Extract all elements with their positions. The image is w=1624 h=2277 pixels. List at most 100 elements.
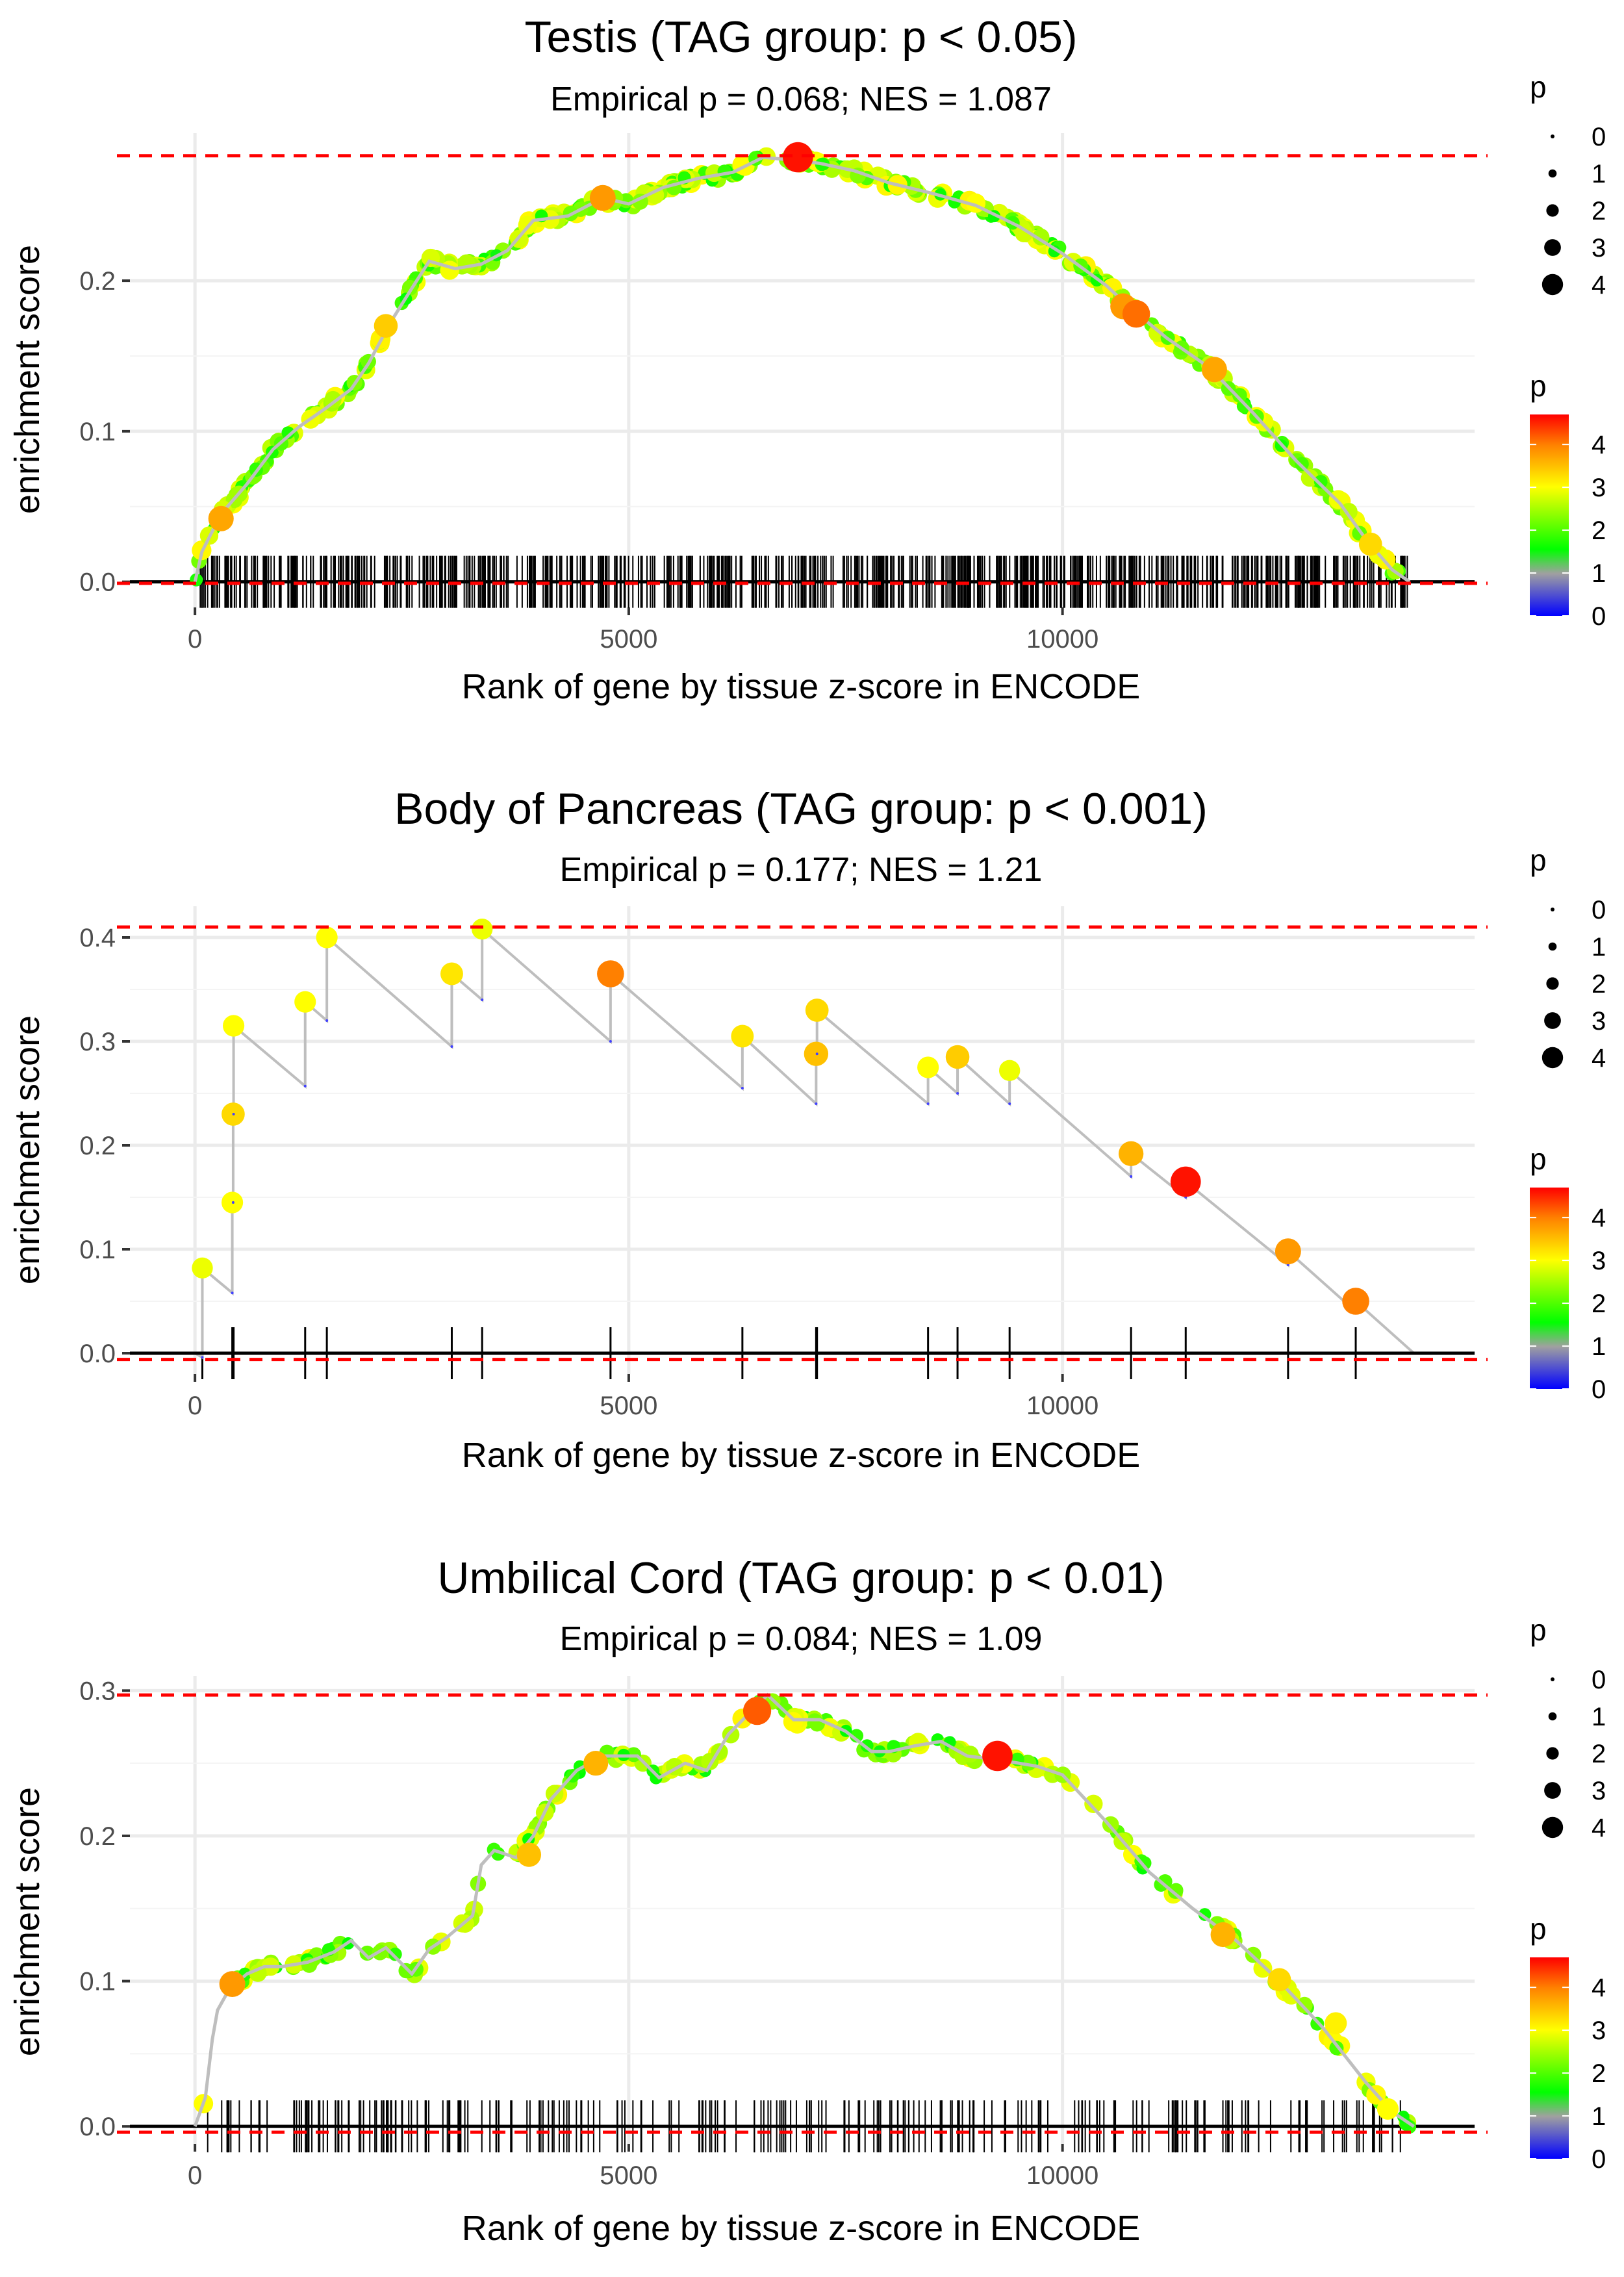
- size-legend-key: [1546, 1747, 1559, 1760]
- size-legend-key: [1548, 169, 1557, 178]
- enrichment-curve: [194, 926, 1415, 1360]
- y-tick-label: 0.4: [79, 924, 116, 952]
- panel-subtitle: Empirical p = 0.068; NES = 1.087: [550, 81, 1052, 118]
- legend-group: p 0 1 2 3 4 p 4 3 2 1 0: [1530, 70, 1606, 631]
- gene-point-small: [481, 999, 484, 1001]
- colorbar-label: 2: [1592, 516, 1606, 545]
- gene-point-highlight: [1267, 1968, 1291, 1992]
- gene-point: [909, 1733, 928, 1751]
- colorbar-label: 3: [1592, 2016, 1606, 2045]
- colorbar: [1530, 414, 1569, 616]
- x-tick-label: 10000: [1026, 2161, 1098, 2190]
- size-legend-label: 2: [1592, 1740, 1606, 1768]
- gene-point-highlight: [374, 314, 398, 338]
- x-tick-label: 10000: [1026, 1392, 1098, 1420]
- y-tick-label: 0.2: [79, 1132, 116, 1160]
- x-axis-label: Rank of gene by tissue z-score in ENCODE: [462, 667, 1140, 706]
- size-legend-label: 0: [1592, 123, 1606, 151]
- colorbar-label: 0: [1592, 1375, 1606, 1404]
- gene-point: [1137, 1856, 1152, 1870]
- size-legend-key: [1546, 204, 1559, 217]
- gene-point: [281, 426, 295, 440]
- y-axis-label: enrichment score: [8, 1787, 47, 2056]
- gene-point: [945, 1045, 970, 1069]
- y-tick-label: 0.2: [79, 1822, 116, 1851]
- colorbar-label: 3: [1592, 1247, 1606, 1275]
- gene-point-highlight: [1358, 532, 1382, 556]
- gene-point-highlight: [982, 1740, 1013, 1772]
- x-tick-label: 10000: [1026, 625, 1098, 654]
- gene-point: [472, 919, 493, 940]
- y-axis-label: enrichment score: [8, 1015, 47, 1284]
- colorbar-label: 0: [1592, 602, 1606, 631]
- gene-point-highlight: [1377, 2098, 1399, 2120]
- gene-point: [192, 1257, 213, 1278]
- size-legend-label: 4: [1592, 1814, 1606, 1842]
- gene-point: [1313, 475, 1328, 489]
- colorbar-label: 2: [1592, 1290, 1606, 1318]
- size-legend-label: 1: [1592, 1703, 1606, 1731]
- size-legend-label: 4: [1592, 271, 1606, 299]
- gene-point-highlight: [742, 1697, 772, 1725]
- gene-point-highlight: [1122, 299, 1150, 328]
- gene-point-small: [232, 1113, 235, 1115]
- colorbar: [1530, 1188, 1569, 1389]
- size-legend-label: 3: [1592, 1777, 1606, 1805]
- legends: p 0 1 2 3 4 p 4 3 2 1 0 p 0 1 2 3 4 p 4 3 2 1 0 p 0 1 2 3 4 p 4 3 2 1 0: [1530, 70, 1606, 2174]
- gene-point: [917, 1056, 939, 1078]
- plot-area: 0.0 0.1 0.2 0 5000 10000: [79, 133, 1488, 654]
- gene-point-small: [201, 1356, 204, 1359]
- gene-point: [222, 1015, 245, 1037]
- enrichment-curve: [193, 155, 1411, 583]
- gene-point: [324, 390, 342, 409]
- gene-point: [597, 960, 624, 987]
- gene-point-highlight: [589, 184, 616, 211]
- size-legend-title: p: [1530, 843, 1547, 877]
- gene-point-small: [956, 1092, 959, 1095]
- x-axis-label: Rank of gene by tissue z-score in ENCODE: [462, 1436, 1140, 1475]
- size-legend-label: 2: [1592, 197, 1606, 225]
- gene-point: [1167, 1883, 1184, 1900]
- plot-area: 0.0 0.1 0.2 0.3 0 5000 10000: [79, 1676, 1488, 2190]
- y-tick-label: 0.2: [79, 267, 116, 296]
- gene-point-small: [741, 1087, 744, 1089]
- x-tick-label: 0: [188, 625, 202, 654]
- size-legend-label: 3: [1592, 1007, 1606, 1036]
- gene-point: [650, 1772, 663, 1785]
- gene-point: [1232, 388, 1247, 403]
- legend-group: p 0 1 2 3 4 p 4 3 2 1 0: [1530, 843, 1606, 1404]
- gene-point-small: [815, 1052, 818, 1056]
- color-legend-title: p: [1530, 1142, 1547, 1176]
- gene-point: [1296, 1996, 1313, 2014]
- size-legend-title: p: [1530, 1613, 1547, 1647]
- gene-point: [1342, 1288, 1369, 1315]
- y-tick-label: 0.1: [79, 418, 116, 446]
- y-tick-label: 0.0: [79, 2113, 116, 2141]
- size-legend-label: 3: [1592, 234, 1606, 262]
- size-legend-label: 0: [1592, 896, 1606, 924]
- colorbar-label: 4: [1592, 431, 1606, 459]
- gene-point: [294, 991, 316, 1013]
- gene-point-small: [609, 1040, 612, 1043]
- size-legend-key: [1551, 134, 1554, 138]
- gene-point-highlight: [1210, 1922, 1236, 1948]
- gene-point-highlight: [516, 1842, 542, 1867]
- gene-point: [783, 1712, 803, 1732]
- panel-title: Umbilical Cord (TAG group: p < 0.01): [437, 1553, 1164, 1603]
- panel-subtitle: Empirical p = 0.084; NES = 1.09: [560, 1620, 1043, 1658]
- gene-point: [1170, 1166, 1201, 1197]
- gene-point-small: [1008, 1102, 1011, 1105]
- gene-point-small: [450, 1045, 453, 1048]
- size-legend-key: [1551, 908, 1554, 911]
- gene-point-highlight: [219, 1971, 246, 1997]
- colorbar-label: 4: [1592, 1204, 1606, 1232]
- colorbar-label: 1: [1592, 2102, 1606, 2131]
- colorbar-label: 1: [1592, 559, 1606, 588]
- gene-point-highlight: [208, 505, 234, 531]
- gene-point: [1015, 224, 1034, 243]
- gene-point-small: [303, 1084, 307, 1088]
- panel-title: Testis (TAG group: p < 0.05): [525, 12, 1078, 62]
- legend-group: p 0 1 2 3 4 p 4 3 2 1 0: [1530, 1613, 1606, 2174]
- y-tick-label: 0.3: [79, 1028, 116, 1056]
